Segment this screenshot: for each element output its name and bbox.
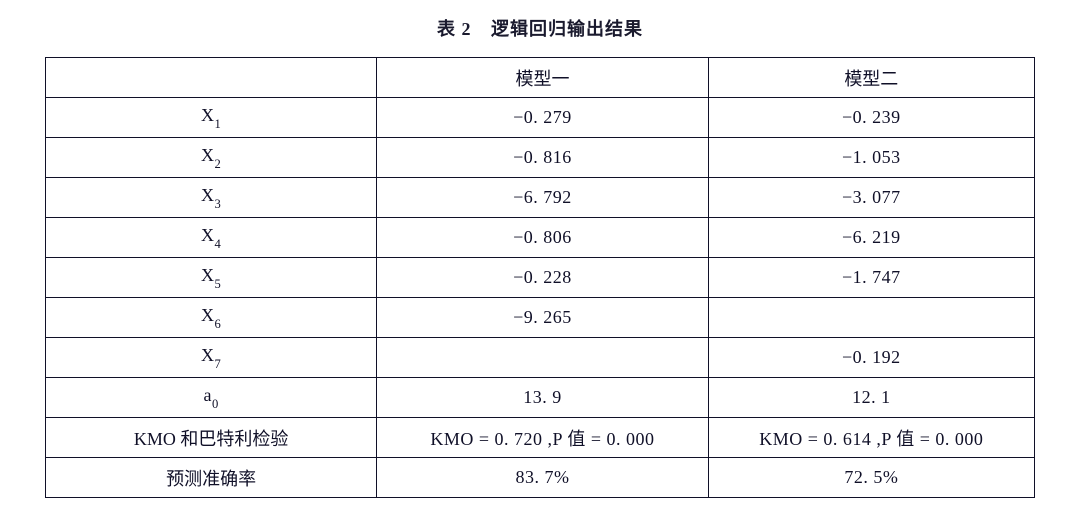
cell-model1: −0. 228 <box>377 258 708 298</box>
header-model2: 模型二 <box>708 58 1034 98</box>
cell-model1 <box>377 338 708 378</box>
table-number: 表 2 <box>437 19 472 39</box>
table-header-row: 模型一 模型二 <box>46 58 1035 98</box>
cell-model1: 83. 7% <box>377 458 708 498</box>
row-label: X4 <box>46 218 377 258</box>
row-label: X6 <box>46 298 377 338</box>
cell-model1: KMO = 0. 720 ,P 值 = 0. 000 <box>377 418 708 458</box>
row-label: X7 <box>46 338 377 378</box>
cell-model1: 13. 9 <box>377 378 708 418</box>
row-label: X5 <box>46 258 377 298</box>
cell-model1: −0. 806 <box>377 218 708 258</box>
table-row: X2 −0. 816 −1. 053 <box>46 138 1035 178</box>
table-row: X6 −9. 265 <box>46 298 1035 338</box>
cell-model2: KMO = 0. 614 ,P 值 = 0. 000 <box>708 418 1034 458</box>
cell-model2: −3. 077 <box>708 178 1034 218</box>
table-title: 表 2 逻辑回归输出结果 <box>45 15 1035 41</box>
cell-model2: 12. 1 <box>708 378 1034 418</box>
cell-model2: −0. 239 <box>708 98 1034 138</box>
cell-model1: −6. 792 <box>377 178 708 218</box>
cell-model1: −0. 816 <box>377 138 708 178</box>
row-label: X3 <box>46 178 377 218</box>
cell-model2: −6. 219 <box>708 218 1034 258</box>
row-label: X1 <box>46 98 377 138</box>
table-row: X5 −0. 228 −1. 747 <box>46 258 1035 298</box>
cell-model1: −0. 279 <box>377 98 708 138</box>
header-model1: 模型一 <box>377 58 708 98</box>
cell-model2: 72. 5% <box>708 458 1034 498</box>
cell-model2: −0. 192 <box>708 338 1034 378</box>
table-row: X7 −0. 192 <box>46 338 1035 378</box>
cell-model2: −1. 747 <box>708 258 1034 298</box>
row-label: 预测准确率 <box>46 458 377 498</box>
table-row: KMO 和巴特利检验 KMO = 0. 720 ,P 值 = 0. 000 KM… <box>46 418 1035 458</box>
table-title-text: 逻辑回归输出结果 <box>491 19 643 39</box>
table-row: X3 −6. 792 −3. 077 <box>46 178 1035 218</box>
table-row: X4 −0. 806 −6. 219 <box>46 218 1035 258</box>
table-row: 预测准确率 83. 7% 72. 5% <box>46 458 1035 498</box>
row-label: X2 <box>46 138 377 178</box>
header-empty <box>46 58 377 98</box>
cell-model2: −1. 053 <box>708 138 1034 178</box>
cell-model1: −9. 265 <box>377 298 708 338</box>
table-row: a0 13. 9 12. 1 <box>46 378 1035 418</box>
table-row: X1 −0. 279 −0. 239 <box>46 98 1035 138</box>
row-label: a0 <box>46 378 377 418</box>
row-label: KMO 和巴特利检验 <box>46 418 377 458</box>
cell-model2 <box>708 298 1034 338</box>
regression-table: 模型一 模型二 X1 −0. 279 −0. 239 X2 −0. 816 −1… <box>45 57 1035 498</box>
